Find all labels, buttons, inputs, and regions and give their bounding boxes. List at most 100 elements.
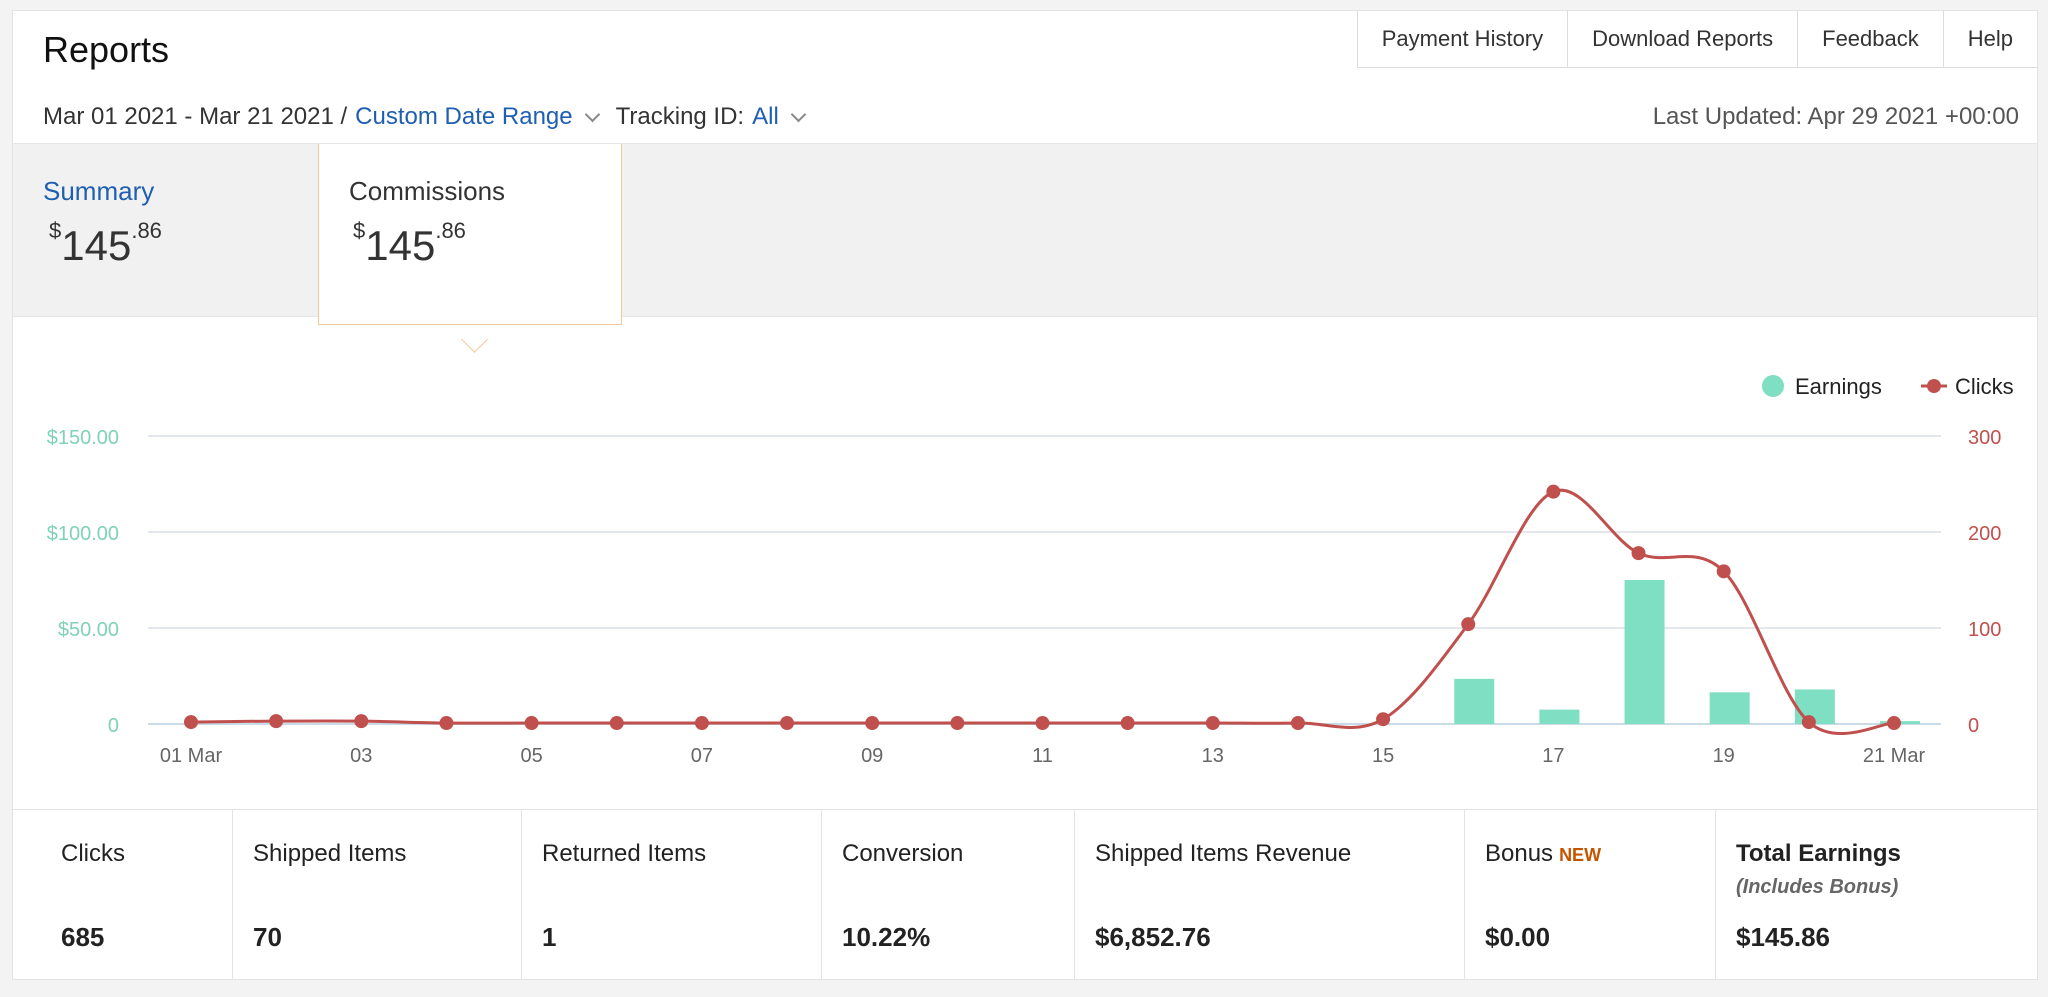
reports-panel: Reports Payment History Download Reports… [12,10,2038,980]
y-left-tick-label: 0 [108,715,119,737]
stat-value: 685 [61,922,105,952]
legend-clicks-marker [1927,379,1941,393]
stat-label: Shipped Items [253,840,407,867]
earnings-bar [1709,692,1750,724]
earnings-bar [1794,689,1835,724]
clicks-point [524,716,539,731]
clicks-point [1716,564,1731,579]
clicks-point [269,714,284,729]
date-range-text: Mar 01 2021 - Mar 21 2021 / [43,103,348,130]
stat-label: Total Earnings [1736,840,1901,867]
clicks-point [1205,716,1220,731]
legend-earnings-label: Earnings [1795,374,1882,399]
amount-whole: 145 [365,222,436,269]
stat-label: Shipped Items Revenue [1095,840,1352,867]
payment-history-button[interactable]: Payment History [1357,11,1569,67]
legend-clicks-label: Clicks [1955,374,2014,399]
y-left-tick-label: $50.00 [58,619,119,641]
clicks-point [439,716,454,731]
x-tick-label: 03 [350,745,372,767]
tab-summary-amount: $145.86 [49,218,162,270]
stat-label: Clicks [61,840,125,867]
top-actions: Payment History Download Reports Feedbac… [1356,11,2037,68]
earnings-clicks-chart: 0 0 $50.00 100 $100.00 200 $150.00 300 01 Mar 03 0… [47,374,2014,767]
currency-symbol: $ [353,218,366,243]
stat-shipped-items: Shipped Items 70 [233,810,522,980]
clicks-point [865,716,880,731]
clicks-point [1631,546,1646,561]
clicks-point [694,716,709,731]
x-tick-label: 11 [1032,745,1053,767]
stat-label: Conversion [842,840,964,867]
legend-earnings-marker [1762,375,1784,397]
tab-commissions-label: Commissions [349,176,506,206]
clicks-point [1120,716,1135,731]
x-tick-label: 21 Mar [1863,745,1926,767]
chevron-down-icon[interactable] [790,106,807,122]
bonus-label: Bonus [1485,840,1554,867]
tab-commissions-amount: $145.86 [353,218,466,270]
clicks-point [1546,484,1561,499]
stat-value: $145.86 [1736,922,1830,952]
amount-cents: .86 [435,218,466,243]
stat-returned-items: Returned Items 1 [522,810,822,980]
clicks-point [780,716,795,731]
x-tick-label: 01 Mar [160,745,223,767]
earnings-bar [1624,580,1665,724]
new-badge: NEW [1559,845,1602,865]
stat-value: 1 [542,922,557,952]
stat-conversion: Conversion 10.22% [822,810,1075,980]
help-button[interactable]: Help [1943,11,2037,67]
stat-value: $0.00 [1485,922,1551,952]
earnings-bar [1454,678,1495,724]
page-title: Reports [43,29,170,70]
stat-clicks: Clicks 685 [13,810,233,980]
y-right-tick-label: 100 [1968,619,2001,641]
currency-symbol: $ [49,218,62,243]
custom-date-range-link[interactable]: Custom Date Range [355,103,573,130]
tab-strip: Summary $145.86 Commissions $145.86 [13,143,2037,325]
stat-label: Bonus NEW [1485,840,1601,868]
tracking-id-label: Tracking ID: [615,103,745,130]
clicks-point [354,714,369,729]
stat-total-earnings: Total Earnings (Includes Bonus) $145.86 [1716,810,2037,980]
clicks-point [950,716,965,731]
download-reports-button[interactable]: Download Reports [1568,11,1799,67]
stat-shipped-revenue: Shipped Items Revenue $6,852.76 [1075,810,1465,980]
clicks-point [1801,715,1816,730]
x-tick-label: 17 [1542,745,1564,767]
x-tick-label: 09 [861,745,883,767]
feedback-button[interactable]: Feedback [1798,11,1944,67]
filters-bar: Mar 01 2021 - Mar 21 2021 / Custom Date … [43,103,822,131]
tracking-id-select[interactable]: All [752,103,779,130]
stats-row: Clicks 685 Shipped Items 70 Returned Ite… [13,809,2037,980]
y-left-tick-label: $100.00 [47,523,119,545]
clicks-point [1035,716,1050,731]
clicks-point [1887,716,1901,731]
tab-commissions[interactable]: Commissions $145.86 [318,144,622,325]
clicks-point [1290,716,1305,731]
clicks-point [1376,712,1391,727]
x-tick-label: 13 [1202,745,1224,767]
y-left-tick-label: $150.00 [47,427,119,449]
x-tick-label: 15 [1372,745,1394,767]
y-right-tick-label: 300 [1968,427,2001,449]
last-updated: Last Updated: Apr 29 2021 +00:00 [1652,103,2019,130]
amount-cents: .86 [131,218,162,243]
stat-note: (Includes Bonus) [1736,876,1899,898]
x-tick-label: 19 [1713,745,1735,767]
amount-whole: 145 [61,222,132,269]
x-tick-label: 07 [691,745,713,767]
y-right-tick-label: 0 [1968,715,1979,737]
earnings-bar [1539,709,1580,724]
stat-value: $6,852.76 [1095,922,1211,952]
x-tick-label: 05 [520,745,542,767]
clicks-point [184,715,198,730]
tab-summary[interactable]: Summary $145.86 [43,144,313,316]
y-right-tick-label: 200 [1968,523,2001,545]
chevron-down-icon[interactable] [584,106,600,122]
clicks-point [609,716,624,731]
clicks-point [1461,617,1476,632]
tab-summary-label: Summary [43,176,155,206]
stat-value: 10.22% [842,922,931,952]
